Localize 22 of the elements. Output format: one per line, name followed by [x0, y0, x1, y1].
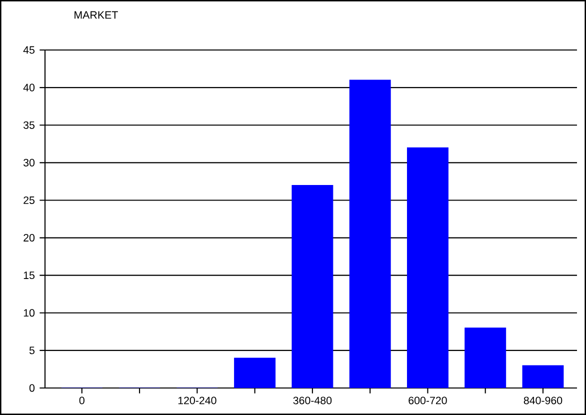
y-tick-label: 0: [29, 384, 35, 392]
y-tick-label: 20: [24, 234, 35, 242]
y-tick-label: 35: [23, 121, 34, 129]
bar: [522, 365, 564, 388]
y-tick-label: 45: [23, 46, 34, 54]
bar: [406, 147, 448, 388]
bar: [234, 358, 276, 388]
y-tick-label: 25: [24, 196, 34, 204]
y-tick-label: 40: [23, 84, 35, 92]
x-tick-label: 120-240: [178, 396, 216, 404]
chart-title: MARKET: [74, 11, 118, 19]
y-tick-label: 5: [29, 346, 35, 354]
y-tick-label: 10: [24, 309, 35, 317]
y-tick-label: 15: [24, 272, 34, 280]
x-tick-label: 600-720: [408, 396, 447, 404]
bar: [349, 80, 391, 388]
y-tick-label: 30: [23, 158, 35, 166]
x-tick-label: 840-960: [524, 396, 562, 404]
x-tick-label: 0: [79, 396, 84, 404]
bar: [464, 328, 506, 388]
bar: [292, 184, 334, 388]
x-tick-label: 360-480: [293, 396, 332, 404]
